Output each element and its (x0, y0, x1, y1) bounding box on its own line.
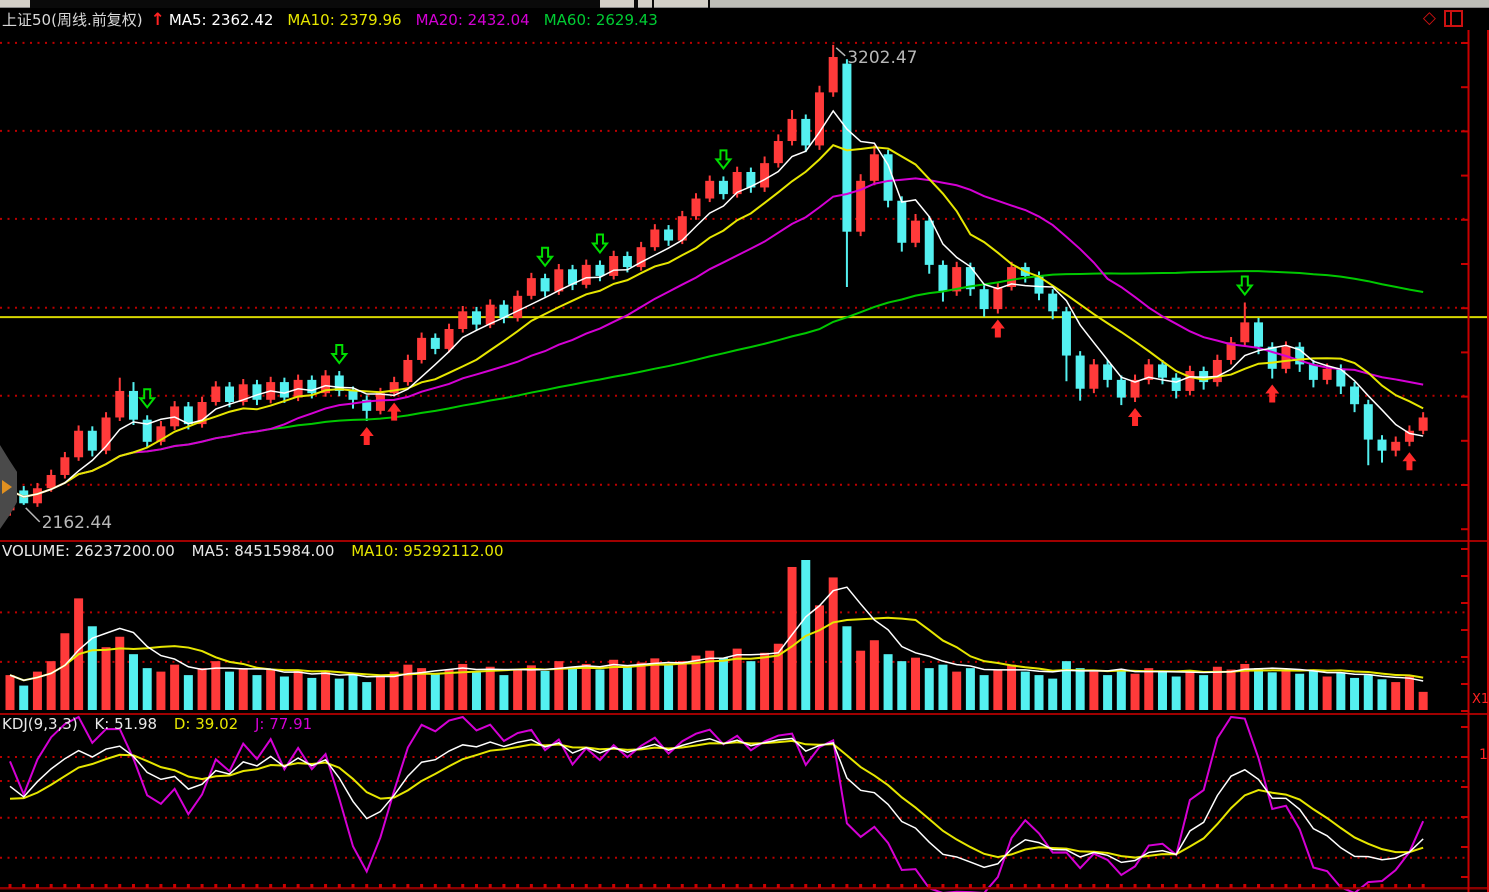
toolbar-segment (638, 0, 652, 8)
axis-label-fragment: 1 (1479, 747, 1488, 763)
volume-pane[interactable] (0, 540, 1489, 713)
volume-ma10-value: MA10: 95292112.00 (351, 542, 504, 560)
volume-value: VOLUME: 26237200.00 (2, 542, 175, 560)
split-window-icon[interactable] (1444, 10, 1463, 27)
ma20-value: MA20: 2432.04 (415, 10, 530, 29)
toolbar-segment (654, 0, 708, 8)
toolbar-segment (710, 0, 1489, 8)
svg-text:3202.47: 3202.47 (847, 48, 917, 68)
volume-header: VOLUME: 26237200.00 MA5: 84515984.00 MA1… (2, 542, 516, 560)
ma5-value: MA5: 2362.42 (168, 10, 274, 29)
kdj-j-value: J: 77.91 (254, 715, 313, 733)
main-price-pane[interactable]: 3202.47 2162.44 (0, 30, 1489, 540)
handle-arrow-icon (2, 480, 12, 494)
toolbar-segment (0, 0, 30, 8)
kdj-name: KDJ(9,3,3) (2, 715, 78, 733)
ma10-value: MA10: 2379.96 (287, 10, 402, 29)
toolbar-strip (0, 0, 1489, 8)
svg-text:2162.44: 2162.44 (42, 513, 112, 533)
kdj-header: KDJ(9,3,3) K: 51.98 D: 39.02 J: 77.91 (2, 715, 324, 733)
ma60-value: MA60: 2629.43 (543, 10, 658, 29)
up-trend-icon: ↑ (150, 9, 165, 30)
volume-ma5-value: MA5: 84515984.00 (191, 542, 335, 560)
diamond-icon[interactable]: ◇ (1422, 8, 1436, 28)
axis-scale-label[interactable]: X1 (1472, 692, 1489, 707)
kdj-d-value: D: 39.02 (173, 715, 239, 733)
chart-header: 上证50(周线.前复权) ↑ MA5: 2362.42 MA10: 2379.9… (0, 8, 1489, 31)
chart-title: 上证50(周线.前复权) (2, 11, 143, 29)
kdj-k-value: K: 51.98 (94, 715, 158, 733)
toolbar-segment (600, 0, 634, 8)
left-panel-handle[interactable] (0, 445, 17, 529)
kdj-pane[interactable] (0, 713, 1489, 892)
split-window-icon-inner (1450, 12, 1452, 25)
